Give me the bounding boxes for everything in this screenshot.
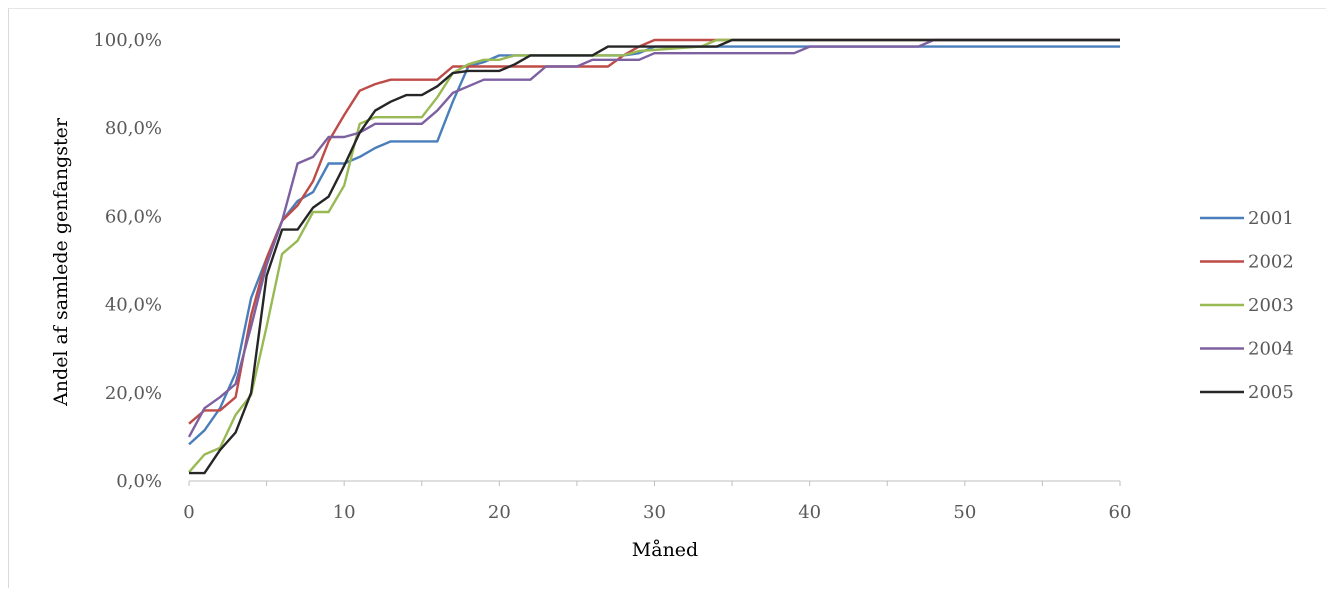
legend-label-2004: 2004 xyxy=(1248,339,1294,360)
series-line-2001 xyxy=(188,45,1120,446)
y-tick-label: 40,0% xyxy=(105,295,162,316)
x-tick-label: 40 xyxy=(798,502,821,523)
legend: 2001 2002 2003 2004 2005 xyxy=(1200,208,1294,403)
series-lines xyxy=(187,38,1120,475)
series-line-2002 xyxy=(188,38,1120,425)
legend-label-2003: 2003 xyxy=(1248,295,1294,316)
y-tick-label: 100,0% xyxy=(93,30,162,51)
series-line-2004 xyxy=(187,38,1120,438)
y-tick-label: 20,0% xyxy=(105,383,162,404)
x-tick-label: 10 xyxy=(333,502,356,523)
chart-frame xyxy=(8,8,1326,588)
legend-label-2001: 2001 xyxy=(1248,208,1294,229)
y-axis-ticks: 0,0% 20,0% 40,0% 60,0% 80,0% 100,0% xyxy=(93,30,162,492)
series-line-2005 xyxy=(189,38,1120,475)
x-tick-label: 30 xyxy=(643,502,666,523)
y-tick-label: 0,0% xyxy=(116,471,162,492)
x-axis: 0 10 20 30 40 50 60 xyxy=(183,480,1132,523)
series-line-2003 xyxy=(188,38,1120,473)
y-tick-label: 80,0% xyxy=(105,118,162,139)
x-tick-label: 20 xyxy=(488,502,511,523)
y-tick-label: 60,0% xyxy=(105,206,162,227)
y-axis-title: Andel af samlede genfangster xyxy=(50,117,72,407)
x-tick-label: 60 xyxy=(1109,502,1132,523)
x-axis-title: Måned xyxy=(632,539,698,561)
legend-label-2005: 2005 xyxy=(1248,382,1294,403)
legend-label-2002: 2002 xyxy=(1248,252,1294,273)
x-tick-label: 50 xyxy=(953,502,976,523)
x-tick-label: 0 xyxy=(183,502,194,523)
